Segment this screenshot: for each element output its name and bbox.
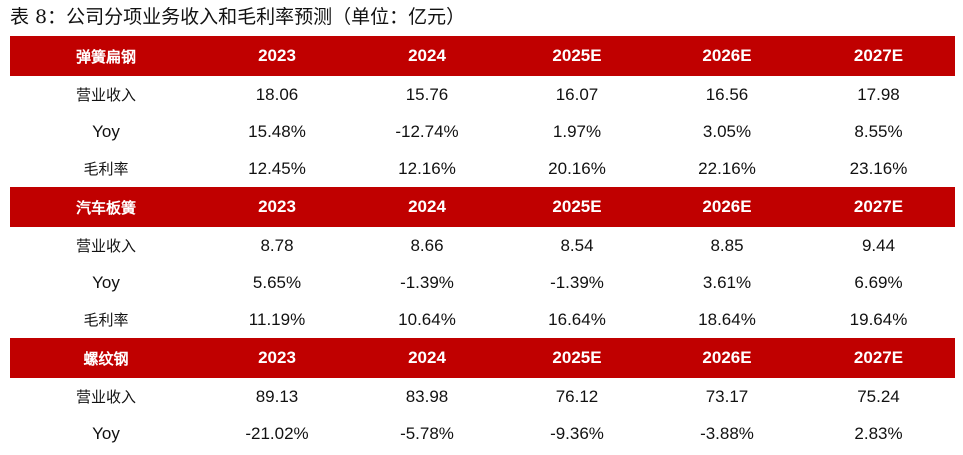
value-cell: 16.07 bbox=[555, 84, 599, 104]
metric-label: 毛利率 bbox=[83, 311, 129, 329]
segment-header-row: 汽车板簧 2023 2024 2025E 2026E 2027E bbox=[10, 187, 955, 227]
year-header-cell: 2026E bbox=[652, 36, 802, 76]
table-row: 营业收入 89.13 83.98 76.12 73.17 75.24 bbox=[10, 378, 955, 415]
value-cell: 8.78 bbox=[260, 235, 294, 255]
value-cell: 83.98 bbox=[405, 386, 449, 406]
year-header-cell: 2027E bbox=[802, 338, 955, 378]
segment-name: 螺纹钢 bbox=[10, 338, 202, 378]
metric-label: 营业收入 bbox=[75, 388, 136, 406]
value-cell: 12.45% bbox=[248, 158, 306, 178]
value-cell: 3.05% bbox=[702, 121, 752, 141]
value-cell: 8.54 bbox=[560, 235, 594, 255]
value-cell: 16.56 bbox=[705, 84, 749, 104]
value-cell: 8.85 bbox=[710, 235, 744, 255]
year-header-cell: 2025E bbox=[502, 36, 652, 76]
value-cell: -12.74% bbox=[395, 121, 459, 141]
year-header-cell: 2023 bbox=[202, 187, 352, 227]
value-cell: 19.64% bbox=[849, 309, 908, 329]
value-cell: 73.17 bbox=[705, 386, 749, 406]
year-header-cell: 2026E bbox=[652, 187, 802, 227]
value-cell: 3.61% bbox=[702, 272, 752, 292]
value-cell: 18.06 bbox=[255, 84, 299, 104]
metric-label: 营业收入 bbox=[75, 86, 136, 104]
value-cell: 11.19% bbox=[248, 309, 306, 329]
value-cell: 12.16% bbox=[398, 158, 456, 178]
metric-label: Yoy bbox=[92, 121, 120, 141]
value-cell: -1.39% bbox=[400, 272, 454, 292]
value-cell: 5.65% bbox=[252, 272, 302, 292]
value-cell: 89.13 bbox=[255, 386, 299, 406]
year-header-cell: 2025E bbox=[502, 338, 652, 378]
value-cell: 15.76 bbox=[405, 84, 449, 104]
value-cell: 9.44 bbox=[861, 235, 896, 255]
table-title: 表 8：公司分项业务收入和毛利率预测（单位：亿元） bbox=[10, 6, 466, 28]
year-header-cell: 2024 bbox=[352, 338, 502, 378]
table-row: Yoy 15.48% -12.74% 1.97% 3.05% 8.55% bbox=[10, 113, 955, 150]
year-header-cell: 2025E bbox=[502, 187, 652, 227]
value-cell: 20.16% bbox=[548, 158, 606, 178]
value-cell: 22.16% bbox=[698, 158, 756, 178]
value-cell: 8.66 bbox=[410, 235, 444, 255]
value-cell: -5.78% bbox=[400, 423, 454, 443]
value-cell: -21.02% bbox=[245, 423, 309, 443]
value-cell: 17.98 bbox=[857, 84, 900, 104]
metric-label: Yoy bbox=[92, 272, 120, 292]
value-cell: 10.64% bbox=[398, 309, 456, 329]
value-cell: 2.83% bbox=[854, 423, 903, 443]
year-header-cell: 2023 bbox=[202, 338, 352, 378]
table-row: 营业收入 18.06 15.76 16.07 16.56 17.98 bbox=[10, 76, 955, 113]
table-row: Yoy -21.02% -5.78% -9.36% -3.88% 2.83% bbox=[10, 415, 955, 452]
value-cell: -9.36% bbox=[550, 423, 604, 443]
table-row: Yoy 5.65% -1.39% -1.39% 3.61% 6.69% bbox=[10, 264, 955, 301]
year-header-cell: 2023 bbox=[202, 36, 352, 76]
year-header-cell: 2024 bbox=[352, 36, 502, 76]
value-cell: 15.48% bbox=[248, 121, 306, 141]
value-cell: -1.39% bbox=[550, 272, 604, 292]
table-row: 营业收入 8.78 8.66 8.54 8.85 9.44 bbox=[10, 227, 955, 264]
revenue-margin-forecast-table: 弹簧扁钢 2023 2024 2025E 2026E 2027E 营业收入 18.06 15.7… bbox=[10, 36, 955, 452]
value-cell: 23.16% bbox=[849, 158, 908, 178]
value-cell: 75.24 bbox=[857, 386, 900, 406]
value-cell: 76.12 bbox=[555, 386, 599, 406]
value-cell: 18.64% bbox=[698, 309, 756, 329]
table-row: 毛利率 12.45% 12.16% 20.16% 22.16% 23.16% bbox=[10, 150, 955, 187]
segment-header-row: 螺纹钢 2023 2024 2025E 2026E 2027E bbox=[10, 338, 955, 378]
year-header-cell: 2027E bbox=[802, 36, 955, 76]
value-cell: -3.88% bbox=[700, 423, 754, 443]
metric-label: Yoy bbox=[92, 423, 120, 443]
year-header-cell: 2026E bbox=[652, 338, 802, 378]
year-header-cell: 2024 bbox=[352, 187, 502, 227]
metric-label: 营业收入 bbox=[75, 237, 136, 255]
year-header-cell: 2027E bbox=[802, 187, 955, 227]
table-row: 毛利率 11.19% 10.64% 16.64% 18.64% 19.64% bbox=[10, 301, 955, 338]
value-cell: 1.97% bbox=[552, 121, 602, 141]
segment-name: 汽车板簧 bbox=[10, 187, 202, 227]
value-cell: 6.69% bbox=[854, 272, 903, 292]
metric-label: 毛利率 bbox=[83, 160, 129, 178]
segment-name: 弹簧扁钢 bbox=[10, 36, 202, 76]
value-cell: 8.55% bbox=[854, 121, 903, 141]
value-cell: 16.64% bbox=[548, 309, 606, 329]
segment-header-row: 弹簧扁钢 2023 2024 2025E 2026E 2027E bbox=[10, 36, 955, 76]
